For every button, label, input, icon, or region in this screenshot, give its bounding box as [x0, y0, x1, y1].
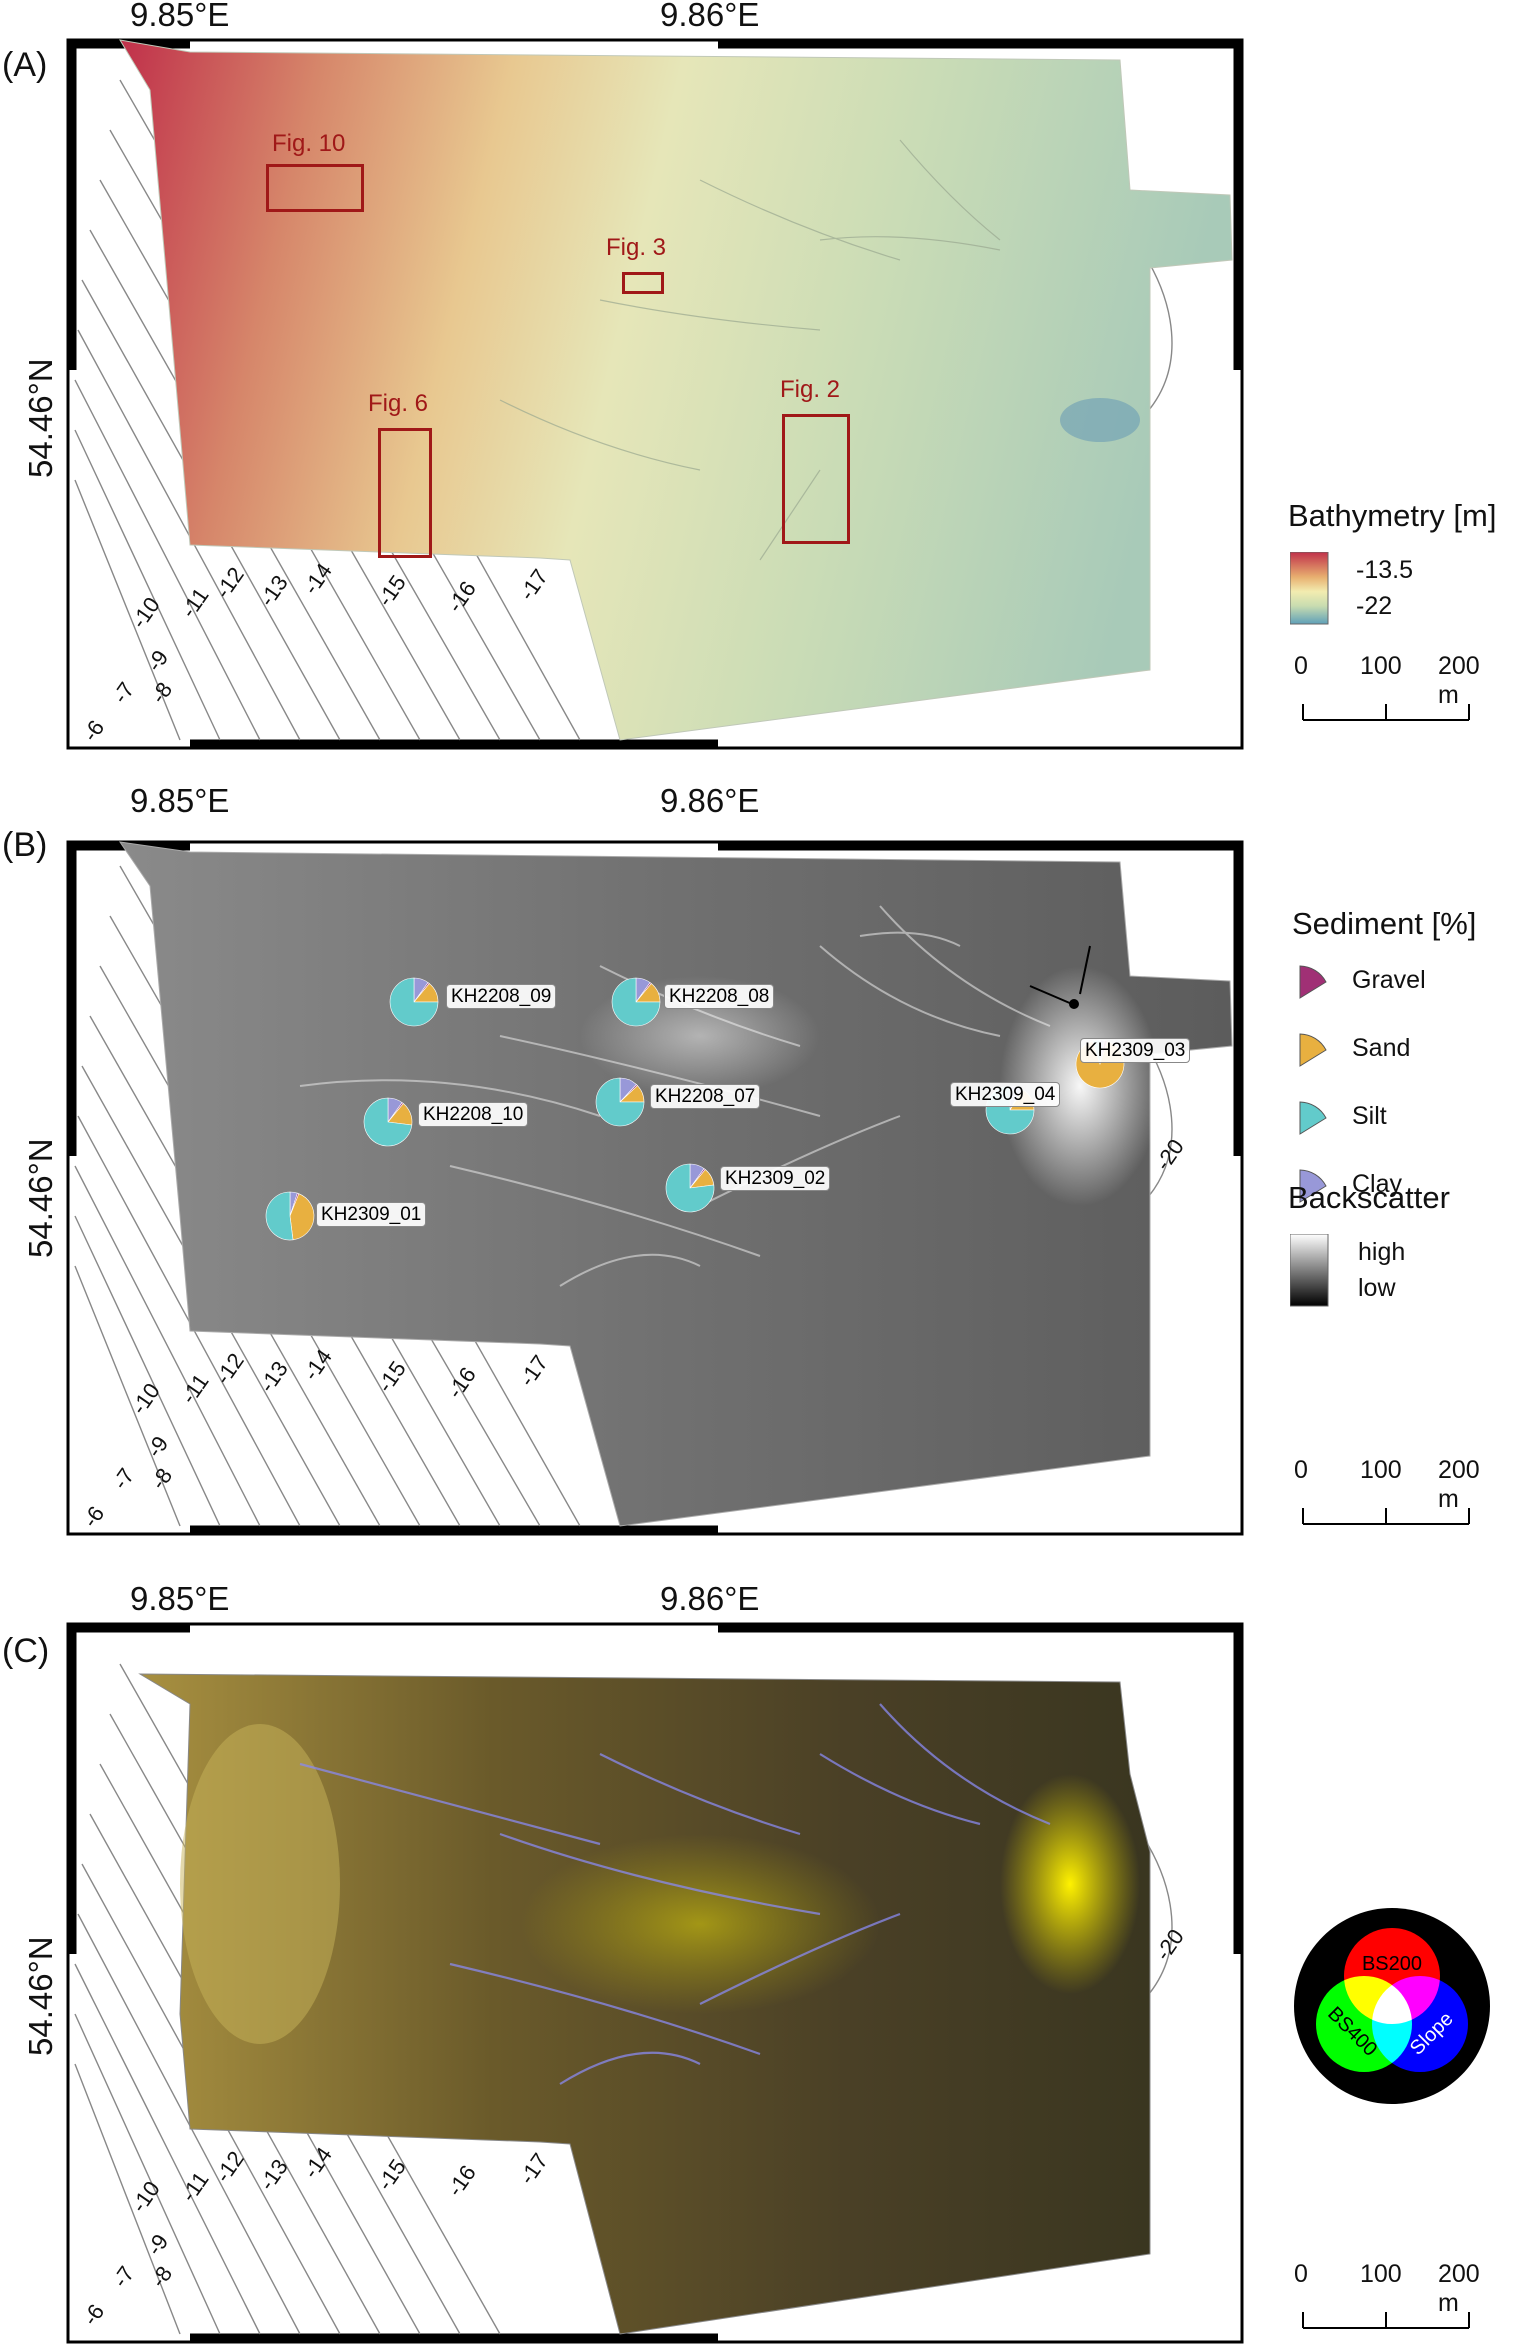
sample-label: KH2309_03	[1080, 1038, 1191, 1063]
sample-label: KH2208_10	[418, 1102, 529, 1127]
scale-tick-0: 0	[1294, 1456, 1308, 1484]
sediment-legend-item: Gravel	[1296, 962, 1496, 1002]
bathymetry-min-label: -22	[1356, 592, 1393, 620]
panel-c: (C) 9.85°E 9.86°E 54.46°N -6 -7 -8 -9 -1…	[0, 1580, 1523, 2344]
sample-pie	[611, 977, 661, 1027]
pie-slice-sand	[289, 1193, 315, 1241]
longitude-label: 9.86°E	[660, 782, 760, 819]
sample-label: KH2309_02	[720, 1166, 831, 1191]
figure-box-label: Fig. 10	[272, 130, 346, 157]
pie-slice-silt	[595, 1077, 645, 1127]
scale-tick-200: 200 m	[1438, 1456, 1480, 1513]
bright-patch	[1000, 966, 1160, 1206]
figure-box-label: Fig. 2	[780, 376, 841, 403]
backscatter-low-label: low	[1358, 1274, 1396, 1302]
sediment-legend-label: Sand	[1352, 1034, 1411, 1062]
scale-bar: 0 100 200 m	[1290, 652, 1490, 722]
scale-tick-100: 100	[1360, 652, 1402, 680]
bathymetry-legend-title: Bathymetry [m]	[1288, 498, 1497, 533]
frame-ticks	[67, 1623, 1243, 2343]
longitude-label: 9.86°E	[660, 0, 760, 33]
bathymetry-map	[66, 38, 1244, 750]
sample-label: KH2208_07	[650, 1084, 761, 1109]
sediment-legend-item: Silt	[1296, 1098, 1496, 1138]
longitude-label: 9.86°E	[660, 1580, 760, 1617]
scale-bar: 0 100 200 m	[1290, 2260, 1490, 2330]
sediment-wedge-icon	[1299, 1169, 1327, 1203]
yellow-patch	[1000, 1774, 1140, 1994]
panel-a: (A) 9.85°E 9.86°E 54.46°N Fig. 10 Fig. 3…	[0, 0, 1523, 760]
slope-streaks	[299, 1703, 1051, 2085]
sample-pie	[595, 1077, 645, 1127]
panel-b: (B) 9.85°E 9.86°E 54.46°N	[0, 782, 1523, 1556]
seabed-traces	[499, 139, 1001, 561]
sediment-legend-item: Clay	[1296, 1166, 1496, 1206]
pie-slice-silt	[265, 1191, 294, 1241]
sample-pie	[389, 977, 439, 1027]
backscatter-colorbar	[1290, 1234, 1329, 1307]
sediment-legend-label: Gravel	[1352, 966, 1426, 994]
longitude-label: 9.85°E	[130, 782, 230, 819]
figure-box-fig3[interactable]	[622, 272, 664, 294]
backscatter-legend-title: Backscatter	[1288, 1180, 1450, 1215]
deep-patch	[1060, 398, 1140, 442]
frame-ticks	[67, 841, 1243, 1535]
sediment-legend-item: Sand	[1296, 1030, 1496, 1070]
sediment-legend: Gravel Sand Silt Clay	[1296, 962, 1496, 1203]
sample-label: KH2208_08	[664, 984, 775, 1009]
sample-label: KH2208_09	[446, 984, 557, 1009]
panel-label: (C)	[2, 1632, 50, 1670]
rgb-composite-map	[66, 1622, 1244, 2344]
panel-label: (B)	[2, 826, 48, 864]
sediment-wedge-icon	[1299, 965, 1327, 999]
figure-box-label: Fig. 3	[606, 234, 667, 261]
scale-tick-0: 0	[1294, 652, 1308, 680]
sample-pie	[363, 1097, 413, 1147]
sample-label: KH2309_01	[316, 1202, 427, 1227]
scale-tick-200: 200 m	[1438, 652, 1480, 709]
figure-box-label: Fig. 6	[368, 390, 429, 417]
sediment-wedge-icon	[1299, 1101, 1327, 1135]
legend-bs200: BS200	[1362, 1953, 1422, 1975]
backscatter-high-label: high	[1358, 1238, 1406, 1266]
scale-bar: 0 100 200 m	[1290, 1456, 1490, 1526]
scale-tick-200: 200 m	[1438, 2260, 1480, 2317]
figure-box-fig10[interactable]	[266, 164, 364, 212]
pie-slice-silt	[363, 1097, 413, 1147]
pie-slice-silt	[665, 1163, 715, 1213]
scale-tick-0: 0	[1294, 2260, 1308, 2288]
figure-box-fig2[interactable]	[782, 414, 850, 544]
scale-tick-100: 100	[1360, 2260, 1402, 2288]
sample-leader-lines	[1029, 945, 1091, 1009]
pie-slice-silt	[611, 977, 661, 1027]
sediment-legend-label: Silt	[1352, 1102, 1387, 1130]
sample-pie	[665, 1163, 715, 1213]
longitude-label: 9.85°E	[130, 1580, 230, 1617]
sample-label: KH2309_04	[950, 1082, 1061, 1107]
bathymetry-max-label: -13.5	[1356, 556, 1413, 584]
sediment-wedge-icon	[1299, 1033, 1327, 1067]
sediment-legend-label: Clay	[1352, 1170, 1403, 1198]
scale-tick-100: 100	[1360, 1456, 1402, 1484]
bathymetry-surface	[119, 39, 1233, 741]
pie-slice-silt	[389, 977, 439, 1027]
longitude-label: 9.85°E	[130, 0, 230, 33]
sediment-legend-title: Sediment [%]	[1292, 906, 1477, 941]
figure-box-fig6[interactable]	[378, 428, 432, 558]
sample-pie	[265, 1191, 315, 1241]
panel-label: (A)	[2, 46, 48, 84]
rgb-venn-legend: BS200 BS400 Slope	[1294, 1908, 1490, 2104]
bathymetry-colorbar	[1290, 552, 1329, 625]
